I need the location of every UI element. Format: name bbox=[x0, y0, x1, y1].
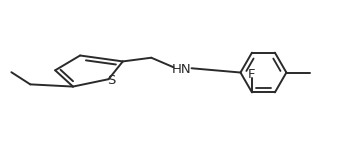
Text: S: S bbox=[108, 74, 116, 87]
Text: F: F bbox=[248, 68, 256, 81]
Text: HN: HN bbox=[172, 63, 192, 76]
